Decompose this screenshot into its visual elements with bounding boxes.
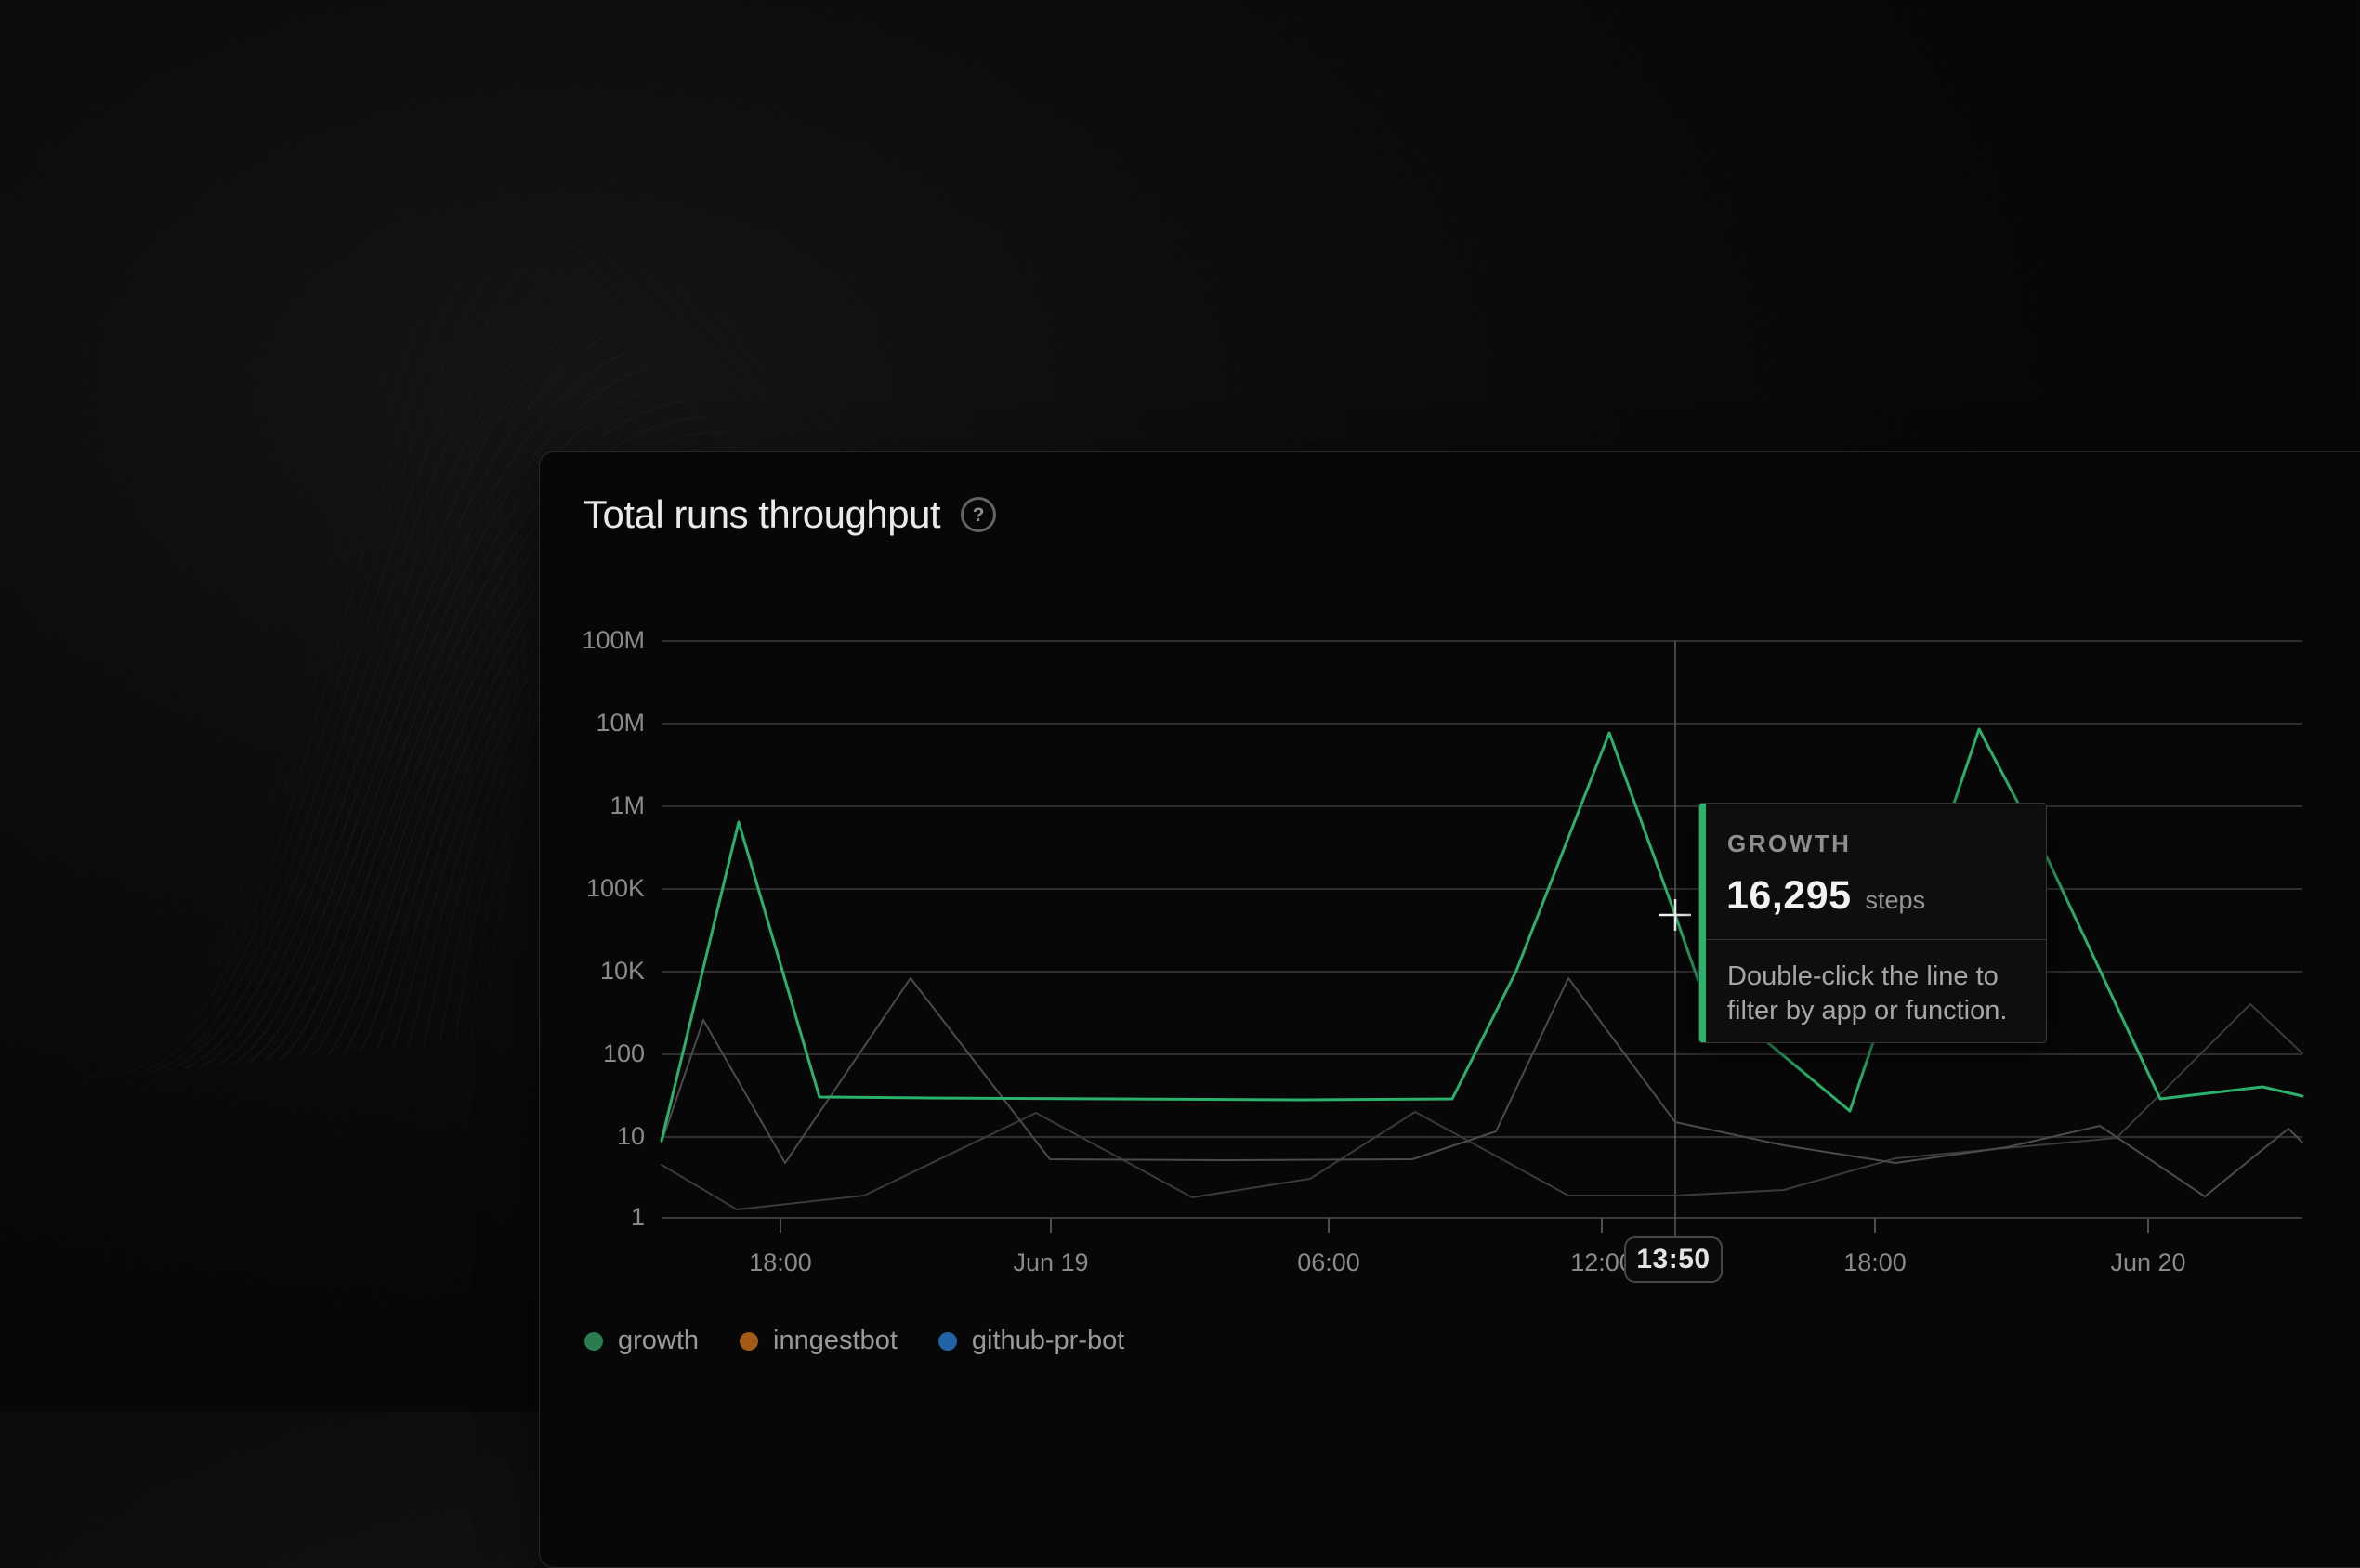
tooltip-divider bbox=[1706, 939, 2046, 940]
x-axis-label: 06:00 bbox=[1297, 1248, 1360, 1276]
tooltip-hint: Double-click the line to filter by app o… bbox=[1727, 960, 2007, 1028]
x-axis-label: 18:00 bbox=[1843, 1248, 1907, 1276]
y-axis-label: 1M bbox=[610, 791, 645, 819]
x-axis-label: Jun 19 bbox=[1013, 1248, 1089, 1276]
legend-dot bbox=[740, 1331, 759, 1351]
help-icon[interactable]: ? bbox=[961, 497, 997, 533]
panel-header: Total runs throughput ? bbox=[583, 492, 997, 536]
tooltip-value-row: 16,295 steps bbox=[1726, 873, 2046, 919]
legend: growth inngestbot github-pr-bot bbox=[584, 1326, 1124, 1356]
throughput-chart[interactable] bbox=[0, 0, 2360, 1412]
legend-item-inngestbot[interactable]: inngestbot bbox=[740, 1326, 898, 1356]
crosshair-time-badge: 13:50 bbox=[1624, 1236, 1723, 1283]
legend-label: github-pr-bot bbox=[971, 1326, 1125, 1355]
legend-item-github-pr-bot[interactable]: github-pr-bot bbox=[937, 1326, 1125, 1356]
x-axis-label: 12:00 bbox=[1570, 1248, 1633, 1276]
series-line-inngestbot[interactable] bbox=[661, 977, 2303, 1197]
series-line-github-pr-bot[interactable] bbox=[661, 1003, 2303, 1210]
legend-dot bbox=[937, 1331, 957, 1351]
crosshair-time-label: 13:50 bbox=[1636, 1244, 1711, 1274]
crosshair-cursor bbox=[1659, 899, 1691, 931]
x-axis-label: 18:00 bbox=[749, 1248, 812, 1276]
tooltip-unit: steps bbox=[1865, 886, 1926, 914]
y-axis-label: 10 bbox=[616, 1122, 645, 1150]
tooltip-value: 16,295 bbox=[1726, 873, 1852, 918]
y-axis-label: 100M bbox=[582, 626, 645, 654]
series-line-growth[interactable] bbox=[660, 727, 2304, 1143]
legend-label: growth bbox=[618, 1326, 700, 1355]
tooltip-hint-line2: filter by app or function. bbox=[1727, 996, 2008, 1026]
chart-panel: Total runs throughput ? bbox=[539, 451, 2360, 1568]
y-axis-label: 10M bbox=[596, 709, 645, 737]
y-axis-label: 100 bbox=[602, 1039, 645, 1067]
x-axis-label: Jun 20 bbox=[2110, 1248, 2186, 1276]
tooltip-accent-stripe bbox=[1699, 804, 1706, 1042]
y-axis-label: 10K bbox=[599, 957, 645, 985]
legend-item-growth[interactable]: growth bbox=[584, 1326, 699, 1356]
chart-tooltip: GROWTH 16,295 steps Double-click the lin… bbox=[1698, 803, 2047, 1043]
tooltip-hint-line1: Double-click the line to bbox=[1727, 961, 1999, 991]
legend-dot bbox=[584, 1331, 603, 1351]
tooltip-series-label: GROWTH bbox=[1727, 830, 1852, 857]
question-mark-glyph: ? bbox=[972, 503, 985, 526]
panel-title: Total runs throughput bbox=[583, 492, 941, 536]
y-axis-label: 100K bbox=[585, 874, 645, 902]
legend-label: inngestbot bbox=[773, 1326, 898, 1355]
y-axis-label: 1 bbox=[630, 1203, 645, 1231]
